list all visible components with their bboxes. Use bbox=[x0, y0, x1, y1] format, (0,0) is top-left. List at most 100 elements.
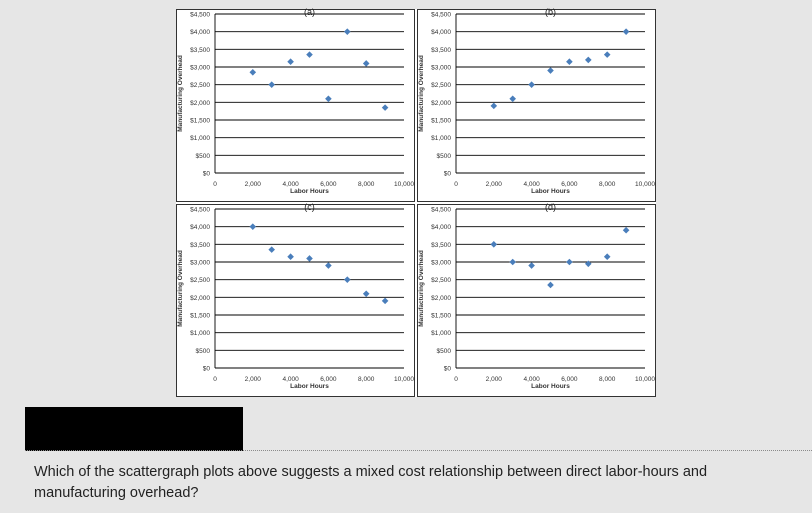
y-tick-label: $1,000 bbox=[190, 330, 210, 337]
y-tick-label: $500 bbox=[196, 153, 211, 160]
chart-frame bbox=[417, 9, 656, 202]
data-point bbox=[566, 58, 573, 65]
data-point bbox=[603, 253, 611, 260]
data-point bbox=[306, 51, 313, 58]
y-tick-label: $0 bbox=[203, 171, 211, 178]
data-point bbox=[344, 28, 351, 35]
x-tick-label: 6,000 bbox=[320, 181, 337, 188]
x-axis-label: Labor Hours bbox=[290, 188, 329, 195]
y-tick-label: $2,000 bbox=[431, 295, 451, 302]
x-tick-label: 10,000 bbox=[635, 376, 655, 383]
question-text: Which of the scattergraph plots above su… bbox=[34, 464, 708, 501]
y-tick-label: $1,500 bbox=[190, 313, 210, 320]
scatter-chart-b: $0 $500 $1,000 $1,500 $2,000 $2,500 $3,000 $3,5… bbox=[417, 9, 656, 202]
x-tick-label: 4,000 bbox=[282, 181, 299, 188]
x-axis-label: Labor Hours bbox=[290, 383, 329, 390]
chart-frame bbox=[417, 204, 656, 397]
y-tick-label: $2,500 bbox=[431, 82, 451, 89]
y-tick-label: $2,500 bbox=[431, 277, 451, 284]
y-tick-label: $2,000 bbox=[431, 100, 451, 107]
y-tick-label: $4,500 bbox=[431, 12, 451, 19]
y-tick-label: $0 bbox=[203, 366, 211, 373]
chart-title-c: (c) bbox=[304, 202, 315, 212]
y-tick-label: $4,500 bbox=[190, 207, 210, 214]
x-tick-label: 6,000 bbox=[561, 376, 578, 383]
y-tick-label: $3,000 bbox=[431, 260, 451, 267]
y-tick-label: $1,500 bbox=[431, 118, 451, 125]
y-tick-label: $3,500 bbox=[431, 47, 451, 54]
y-axis-label: Manufacturing Overhead bbox=[177, 55, 184, 132]
y-tick-label: $4,500 bbox=[190, 12, 210, 19]
x-tick-label: 2,000 bbox=[245, 376, 262, 383]
x-tick-label: 8,000 bbox=[599, 376, 616, 383]
x-tick-label: 8,000 bbox=[358, 181, 375, 188]
data-point bbox=[622, 28, 630, 35]
data-point bbox=[603, 51, 611, 58]
y-tick-label: $1,000 bbox=[431, 330, 451, 337]
x-tick-label: 0 bbox=[213, 376, 217, 383]
data-point bbox=[287, 58, 294, 65]
y-axis-label: Manufacturing Overhead bbox=[177, 250, 184, 327]
data-point bbox=[381, 104, 389, 111]
data-point bbox=[585, 56, 592, 64]
x-tick-label: 6,000 bbox=[320, 376, 337, 383]
x-tick-label: 8,000 bbox=[599, 181, 616, 188]
chart-frame bbox=[176, 204, 415, 397]
x-tick-label: 2,000 bbox=[486, 376, 503, 383]
data-point bbox=[566, 258, 573, 266]
redaction-box bbox=[25, 407, 243, 451]
data-point bbox=[528, 81, 535, 88]
x-tick-label: 2,000 bbox=[245, 181, 262, 188]
y-tick-label: $1,500 bbox=[190, 118, 210, 125]
y-tick-label: $0 bbox=[444, 366, 452, 373]
data-point bbox=[362, 60, 370, 67]
y-tick-label: $1,000 bbox=[190, 135, 210, 142]
y-tick-label: $2,000 bbox=[190, 100, 210, 107]
x-tick-label: 10,000 bbox=[394, 181, 414, 188]
x-tick-label: 6,000 bbox=[561, 181, 578, 188]
data-point bbox=[622, 226, 630, 234]
y-tick-label: $3,000 bbox=[431, 65, 451, 72]
scatter-chart-a: $0 $500 $1,000 $1,500 $2,000 $2,500 $3,000 $3,5… bbox=[176, 9, 415, 202]
y-tick-label: $4,000 bbox=[190, 29, 210, 36]
y-tick-label: $500 bbox=[196, 348, 211, 355]
chart-title-a: (a) bbox=[304, 7, 315, 17]
panel-titles: (a) (b) (c) (d) bbox=[304, 7, 556, 212]
x-tick-label: 4,000 bbox=[282, 376, 299, 383]
data-point bbox=[585, 260, 592, 268]
x-tick-label: 10,000 bbox=[635, 181, 655, 188]
y-tick-label: $1,000 bbox=[431, 135, 451, 142]
data-point bbox=[268, 246, 275, 253]
x-tick-label: 4,000 bbox=[523, 376, 540, 383]
y-tick-label: $1,500 bbox=[431, 313, 451, 320]
y-tick-label: $0 bbox=[444, 171, 452, 178]
x-tick-label: 8,000 bbox=[358, 376, 375, 383]
y-tick-label: $2,500 bbox=[190, 277, 210, 284]
y-tick-label: $3,000 bbox=[190, 260, 210, 267]
data-point bbox=[344, 276, 351, 283]
y-tick-label: $3,500 bbox=[431, 242, 451, 249]
y-tick-label: $3,500 bbox=[190, 47, 210, 54]
y-tick-label: $500 bbox=[437, 153, 452, 160]
x-tick-label: 10,000 bbox=[394, 376, 414, 383]
data-point bbox=[306, 255, 313, 262]
x-tick-label: 4,000 bbox=[523, 181, 540, 188]
x-tick-label: 2,000 bbox=[486, 181, 503, 188]
scatter-chart-d: $0 $500 $1,000 $1,500 $2,000 $2,500 $3,000 $3,5… bbox=[417, 204, 656, 397]
data-point bbox=[362, 290, 370, 298]
scattergraph-figure: $0 $500 $1,000 $1,500 $2,000 $2,500 $3,000 $3,5… bbox=[176, 7, 656, 397]
y-tick-label: $500 bbox=[437, 348, 452, 355]
data-point bbox=[325, 95, 332, 103]
y-tick-label: $4,000 bbox=[190, 224, 210, 231]
y-tick-label: $2,000 bbox=[190, 295, 210, 302]
y-tick-label: $4,500 bbox=[431, 207, 451, 214]
x-tick-label: 0 bbox=[454, 376, 458, 383]
scatter-chart-c: $0 $500 $1,000 $1,500 $2,000 $2,500 $3,000 $3,5… bbox=[176, 204, 415, 397]
y-axis-label: Manufacturing Overhead bbox=[418, 250, 425, 327]
dotted-divider bbox=[25, 450, 812, 451]
x-axis-label: Labor Hours bbox=[531, 383, 570, 390]
x-axis-label: Labor Hours bbox=[531, 188, 570, 195]
y-tick-label: $2,500 bbox=[190, 82, 210, 89]
y-axis-label: Manufacturing Overhead bbox=[418, 55, 425, 132]
x-tick-label: 0 bbox=[213, 181, 217, 188]
